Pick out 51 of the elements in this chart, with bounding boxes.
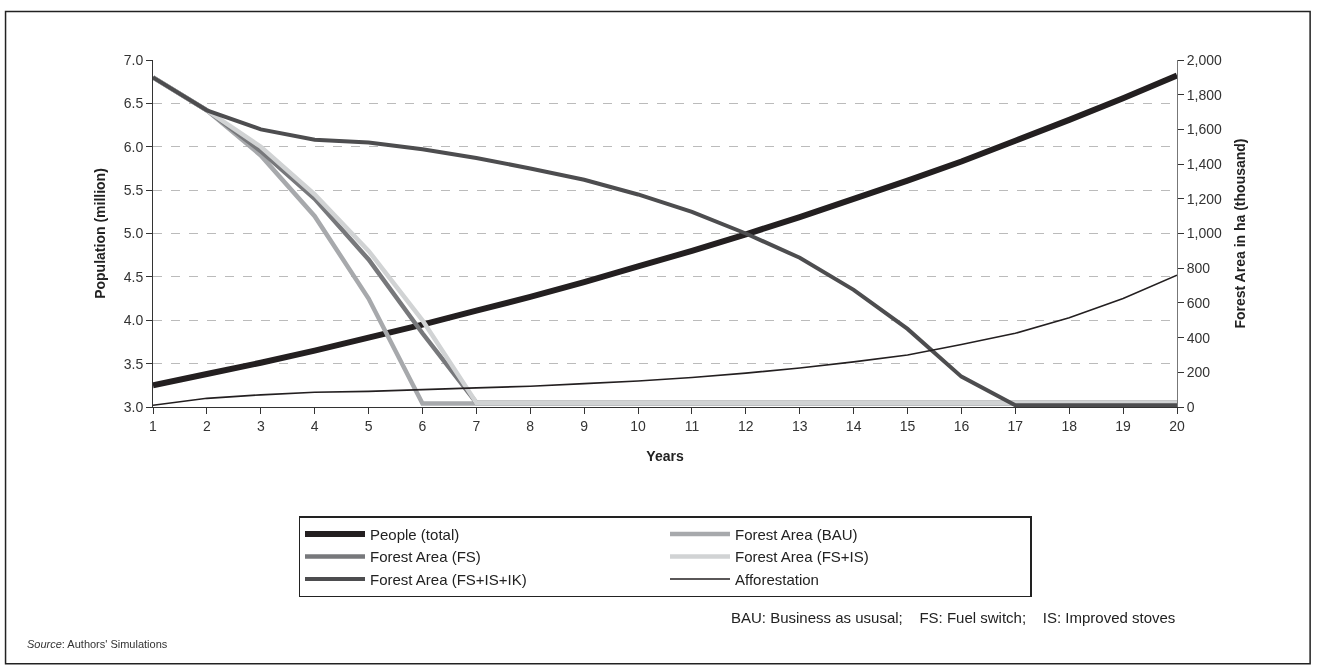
- x-tick-label: 14: [845, 417, 862, 434]
- y-tick-label: 5.5: [123, 182, 144, 199]
- y2-tick-label: 1,800: [1186, 86, 1223, 103]
- y-tick-label: 6.5: [123, 95, 144, 112]
- y-axis-title: Population (million): [92, 168, 109, 299]
- x-tick-label: 9: [580, 417, 589, 434]
- y-tick-label: 4.5: [123, 268, 144, 285]
- legend-label: Forest Area (BAU): [735, 525, 858, 543]
- x-tick-label: 15: [899, 417, 916, 434]
- y2-tick-label: 800: [1186, 260, 1211, 277]
- x-tick-label: 20: [1169, 417, 1185, 434]
- x-tick-label: 3: [256, 417, 265, 434]
- y2-tick-label: 1,000: [1186, 225, 1223, 242]
- y-tick-label: 6.0: [123, 138, 144, 155]
- y2-tick-label: 2,000: [1186, 51, 1223, 68]
- y-tick-label: 5.0: [123, 225, 144, 242]
- x-tick-label: 11: [684, 417, 700, 434]
- x-tick-label: 18: [1061, 417, 1078, 434]
- x-tick-label: 17: [1007, 417, 1024, 434]
- x-axis-title: Years: [646, 448, 684, 465]
- y2-tick-label: 1,400: [1186, 156, 1223, 172]
- legend-label: Forest Area (FS): [370, 548, 481, 566]
- legend-label: Forest Area (FS+IS): [735, 548, 869, 566]
- y2-tick-label: 400: [1186, 329, 1211, 346]
- y2-tick-label: 200: [1186, 364, 1211, 381]
- y2-tick-label: 1,600: [1186, 121, 1223, 138]
- y2-tick-label: 0: [1186, 398, 1195, 415]
- y-tick-label: 3.5: [123, 355, 144, 372]
- y-tick-label: 7.0: [123, 51, 144, 68]
- y2-axis-title: Forest Area in ha (thousand): [1232, 138, 1249, 329]
- x-tick-label: 19: [1115, 417, 1132, 434]
- x-tick-label: 7: [472, 417, 481, 434]
- x-tick-label: 6: [418, 417, 427, 434]
- x-tick-label: 10: [630, 417, 647, 434]
- x-tick-label: 4: [310, 417, 319, 434]
- text: BAU: Business as ususal; FS: Fuel switch; IS: Improved stoves: [731, 609, 1176, 626]
- y-tick-label: 4.0: [123, 312, 144, 329]
- legend-label: Afforestation: [735, 570, 819, 588]
- legend-label: People (total): [370, 525, 460, 543]
- y-tick-label: 3.0: [123, 398, 144, 415]
- y2-tick-label: 600: [1186, 294, 1211, 311]
- x-tick-label: 8: [526, 417, 535, 434]
- x-tick-label: 1: [149, 417, 158, 434]
- x-tick-label: 16: [953, 417, 970, 434]
- legend-label: Forest Area (FS+IS+IK): [370, 570, 527, 588]
- source-note: Source: Authors' Simulations: [27, 638, 168, 650]
- x-tick-label: 13: [791, 417, 808, 434]
- y2-tick-label: 1,200: [1186, 190, 1223, 207]
- x-tick-label: 5: [364, 417, 373, 434]
- x-tick-label: 12: [738, 417, 754, 434]
- x-tick-label: 2: [202, 417, 211, 434]
